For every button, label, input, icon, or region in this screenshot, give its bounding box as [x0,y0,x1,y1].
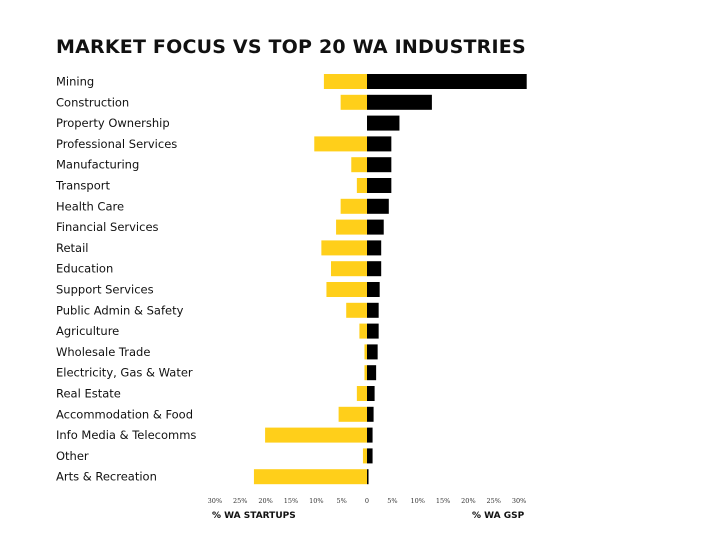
startups-bar-mining [323,74,367,89]
startups-bar-transport [356,178,367,193]
category-label-support-services: Support Services [56,283,154,297]
startups-bar-info-media-telecomms [265,427,367,443]
category-label-construction: Construction [56,95,129,109]
chart-title: MARKET FOCUS VS TOP 20 WA INDUSTRIES [56,36,526,58]
category-label-info-media-telecomms: Info Media & Telecomms [56,428,196,442]
startups-bar-construction [340,94,367,110]
gsp-bar-property-ownership [367,115,400,131]
category-label-transport: Transport [55,179,110,193]
category-label-financial-services: Financial Services [56,220,159,234]
x-tick-left-1: 25% [233,497,247,505]
gsp-bar-public-admin-safety [367,302,379,318]
category-label-real-estate: Real Estate [56,387,121,401]
gsp-bar-professional-services [367,136,392,152]
category-label-other: Other [56,449,89,463]
x-tick-left-0: 30% [208,497,222,505]
x-tick-right-2: 15% [436,497,450,505]
startups-bar-public-admin-safety [346,302,367,318]
startups-bar-manufacturing [351,157,367,173]
category-label-property-ownership: Property Ownership [56,116,170,130]
x-tick-left-5: 5% [336,497,346,505]
gsp-bar-support-services [367,282,380,297]
gsp-bar-info-media-telecomms [367,427,373,443]
gsp-bar-manufacturing [367,157,392,173]
x-tick-left-6: 0 [365,497,369,505]
gsp-bar-real-estate [367,386,375,401]
startups-bar-retail [321,240,367,256]
startups-bar-wholesale-trade [364,344,367,360]
x-tick-left-4: 10% [309,497,323,505]
x-axis-label-startups: % WA STARTUPS [212,511,296,521]
startups-bar-other [362,448,367,464]
startups-bar-support-services [326,282,367,297]
startups-bar-electricity-gas-water [364,365,367,381]
category-label-arts-recreation: Arts & Recreation [56,470,157,484]
x-tick-right-3: 20% [461,497,475,505]
x-axis-label-gsp: % WA GSP [472,511,525,521]
gsp-bar-retail [367,240,382,256]
startups-bar-real-estate [356,386,367,401]
x-tick-right-5: 30% [512,497,526,505]
startups-bar-financial-services [336,219,367,235]
startups-bar-accommodation-food [338,406,367,422]
startups-bar-professional-services [314,136,367,152]
startups-bar-education [331,261,367,277]
startups-bar-agriculture [359,323,367,339]
category-label-public-admin-safety: Public Admin & Safety [56,303,184,317]
x-tick-right-0: 5% [387,497,397,505]
category-label-education: Education [56,262,113,276]
category-label-wholesale-trade: Wholesale Trade [56,345,150,359]
gsp-bar-agriculture [367,323,379,339]
x-tick-left-2: 20% [258,497,272,505]
gsp-bar-education [367,261,382,277]
x-tick-right-4: 25% [487,497,501,505]
category-label-accommodation-food: Accommodation & Food [56,407,193,421]
startups-bar-arts-recreation [253,469,367,485]
category-label-agriculture: Agriculture [56,324,119,338]
category-label-mining: Mining [56,75,94,89]
gsp-bar-financial-services [367,219,384,235]
gsp-bar-arts-recreation [367,469,369,485]
category-label-retail: Retail [56,241,89,255]
x-tick-right-1: 10% [410,497,424,505]
gsp-bar-accommodation-food [367,406,374,422]
category-label-health-care: Health Care [56,199,124,213]
gsp-bar-electricity-gas-water [367,365,377,381]
x-tick-left-3: 15% [284,497,298,505]
gsp-bar-other [367,448,373,464]
category-label-manufacturing: Manufacturing [56,158,139,172]
category-label-professional-services: Professional Services [56,137,177,151]
gsp-bar-wholesale-trade [367,344,378,360]
startups-bar-health-care [340,198,367,214]
gsp-bar-construction [367,94,432,110]
gsp-bar-mining [367,74,527,89]
gsp-bar-transport [367,178,392,193]
gsp-bar-health-care [367,198,389,214]
category-label-electricity-gas-water: Electricity, Gas & Water [56,366,193,380]
